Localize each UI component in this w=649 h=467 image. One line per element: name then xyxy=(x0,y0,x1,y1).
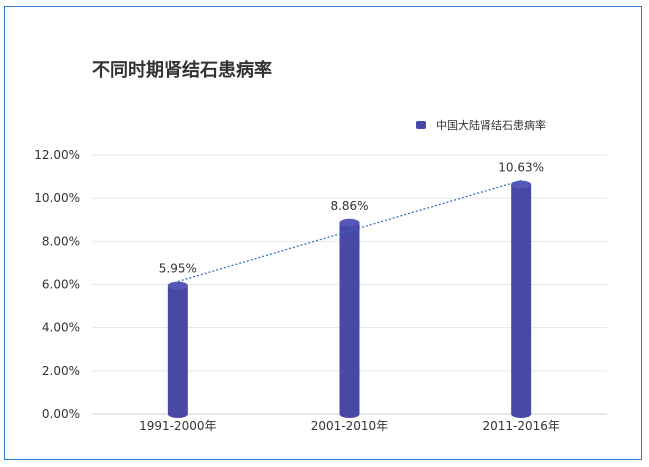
y-tick-label: 10.00% xyxy=(34,191,80,205)
x-tick-label: 1991-2000年 xyxy=(139,419,216,433)
chart-title: 不同时期肾结石患病率 xyxy=(92,60,272,81)
data-label: 10.63% xyxy=(498,161,544,175)
x-tick-label: 2001-2010年 xyxy=(311,419,388,433)
bar-bottom-cap xyxy=(339,410,360,418)
data-label: 5.95% xyxy=(159,262,197,276)
bar-top-cap xyxy=(339,218,360,227)
legend-swatch xyxy=(416,121,426,129)
data-label: 8.86% xyxy=(330,199,368,213)
legend: 中国大陆肾结石患病率 xyxy=(416,117,546,133)
y-tick-label: 4.00% xyxy=(42,321,80,335)
y-tick-label: 8.00% xyxy=(42,234,80,248)
legend-label: 中国大陆肾结石患病率 xyxy=(436,119,546,132)
bar xyxy=(167,285,188,414)
bar-top-cap xyxy=(511,180,532,189)
x-tick-label: 2011-2016年 xyxy=(482,419,559,433)
y-tick-label: 6.00% xyxy=(42,278,80,292)
y-tick-label: 2.00% xyxy=(42,364,80,378)
bar-bottom-cap xyxy=(167,410,188,418)
bar-top-cap xyxy=(167,281,188,290)
bar-bottom-cap xyxy=(511,410,532,418)
bar xyxy=(339,222,360,414)
y-tick-label: 12.00% xyxy=(34,148,80,162)
y-tick-label: 0.00% xyxy=(42,407,80,421)
bar xyxy=(511,184,532,414)
chart-frame xyxy=(4,6,642,460)
